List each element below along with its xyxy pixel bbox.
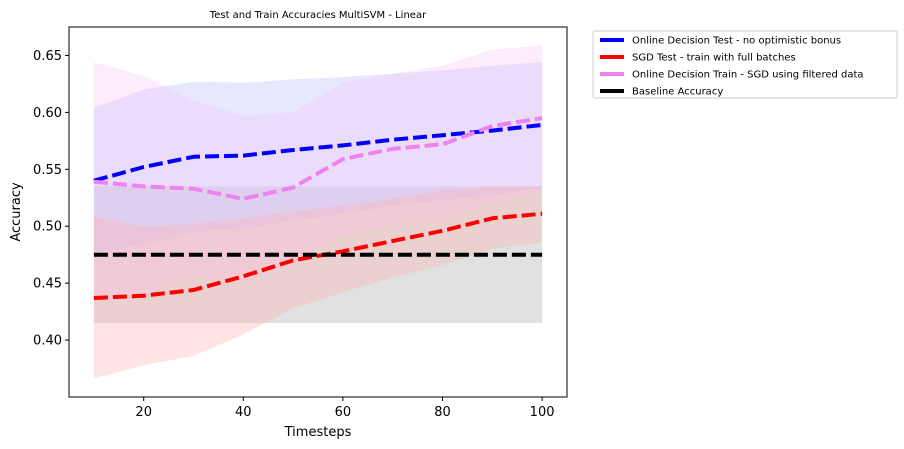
legend-label-baseline-accuracy: Baseline Accuracy	[632, 87, 723, 98]
y-tick-label: 0.40	[33, 334, 62, 349]
y-tick-label: 0.50	[33, 220, 62, 235]
x-tick-label: 60	[335, 405, 352, 420]
x-axis-label: Timesteps	[284, 425, 352, 440]
series-lines	[93, 116, 543, 300]
x-tick-label: 100	[530, 405, 555, 420]
series-line-sgd-test-train-with-full-batches	[93, 211, 543, 300]
confidence-bands	[93, 45, 543, 379]
y-tick-label: 0.60	[33, 106, 62, 121]
legend: Online Decision Test - no optimistic bon…	[592, 30, 898, 99]
y-axis-label: Accuracy	[9, 182, 24, 242]
x-tick-label: 20	[135, 405, 152, 420]
y-tick-label: 0.45	[33, 277, 62, 292]
chart-title: Test and Train Accuracies MultiSVM - Lin…	[209, 10, 427, 21]
x-tick-label: 40	[235, 405, 252, 420]
band-online-decision-test-no-optimistic-bonus	[93, 62, 543, 254]
x-tick-label: 80	[434, 405, 451, 420]
y-tick-label: 0.55	[33, 163, 62, 178]
x-axis-ticks: 20 40 60 80 100	[135, 397, 555, 420]
series-line-online-decision-train-sgd-using-filtered-data	[93, 116, 543, 201]
plot-frame	[68, 26, 568, 398]
y-axis-ticks: 0.40 0.45 0.50 0.55 0.60 0.65	[33, 49, 69, 349]
legend-label-sgd-test-train-with-full-batches: SGD Test - train with full batches	[632, 53, 796, 64]
legend-frame	[592, 30, 898, 99]
y-tick-label: 0.65	[33, 49, 62, 64]
legend-label-online-decision-test-no-optimistic-bonus: Online Decision Test - no optimistic bon…	[632, 36, 841, 47]
series-line-online-decision-test-no-optimistic-bonus	[93, 122, 543, 183]
legend-label-online-decision-train-sgd-using-filtered-data: Online Decision Train - SGD using filter…	[632, 70, 864, 81]
